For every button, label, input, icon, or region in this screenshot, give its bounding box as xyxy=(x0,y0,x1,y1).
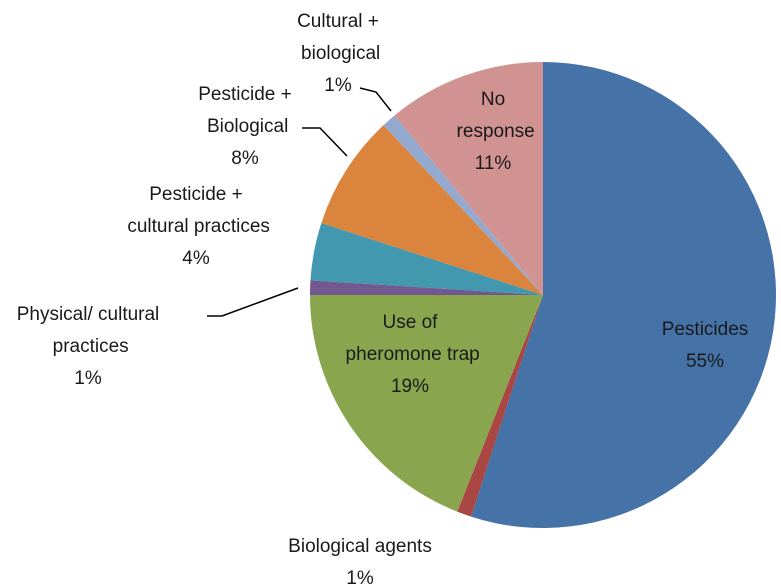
slice-label: No response xyxy=(451,89,534,142)
pie-slice xyxy=(394,62,543,295)
leader-line xyxy=(302,127,348,157)
value-label: 1% xyxy=(74,368,102,389)
slice-label: Pesticides xyxy=(662,319,749,340)
pie-slice xyxy=(321,125,543,296)
pie-slice xyxy=(310,295,543,512)
value-label: 11% xyxy=(475,153,512,174)
slice-label: Pesticide + Biological xyxy=(198,84,291,137)
slice-label: Cultural + biological xyxy=(296,11,381,64)
pie-slice xyxy=(383,115,543,295)
value-label: 19% xyxy=(391,376,429,397)
pie-slice xyxy=(310,222,543,295)
slice-label: Biological agents xyxy=(288,536,432,557)
slice-label: Pesticide + cultural practices xyxy=(122,184,270,237)
value-label: 4% xyxy=(182,248,210,269)
value-label: 55% xyxy=(686,351,724,372)
pie-slice xyxy=(457,295,543,517)
leader-line xyxy=(359,87,392,112)
leader-line xyxy=(207,287,299,317)
slice-label: Use of pheromone trap xyxy=(340,312,479,365)
pie-slice xyxy=(470,62,776,528)
value-label: 1% xyxy=(324,75,352,96)
slice-label: Physical/ cultural practices xyxy=(17,304,160,357)
value-label: 1% xyxy=(346,568,374,584)
value-label: 8% xyxy=(231,148,259,169)
pie-slice xyxy=(310,280,543,295)
